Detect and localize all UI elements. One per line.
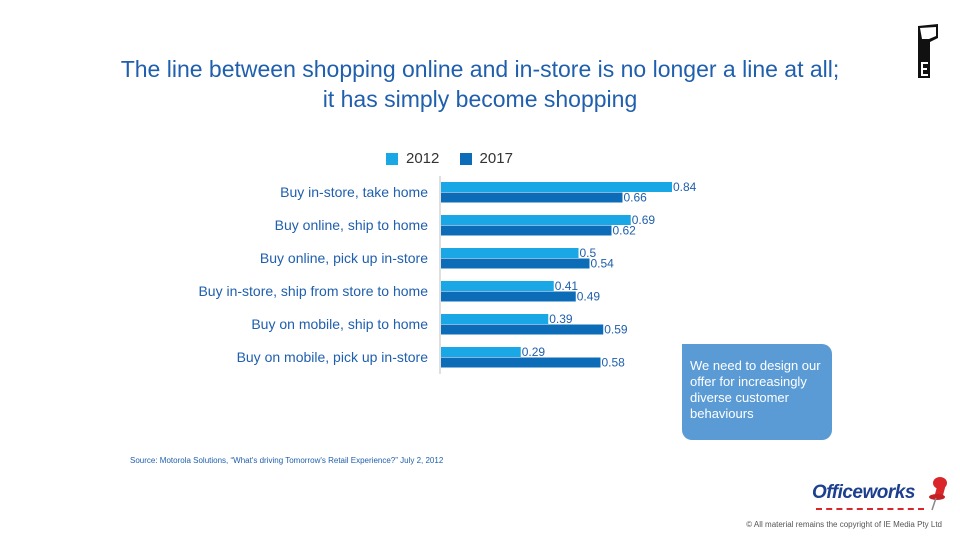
officeworks-logo-text: Officeworks <box>812 482 915 503</box>
bar-2017 <box>441 357 601 368</box>
category-label: Buy in-store, ship from store to home <box>198 283 428 299</box>
legend-item-2017: 2017 <box>459 150 513 167</box>
category-label: Buy online, ship to home <box>275 217 429 233</box>
callout-box: We need to design our offer for increasi… <box>682 344 832 440</box>
bar-2017 <box>441 192 623 203</box>
slide-title: The line between shopping online and in-… <box>40 54 920 114</box>
copyright-notice: © All material remains the copyright of … <box>746 520 942 529</box>
bar-2017 <box>441 225 612 236</box>
category-label: Buy online, pick up in-store <box>260 250 428 266</box>
bar-2017 <box>441 324 604 335</box>
legend-item-2012: 2012 <box>386 150 439 167</box>
data-label-2012: 0.84 <box>673 180 697 194</box>
bar-2012 <box>441 215 631 225</box>
bar-2012 <box>441 248 579 258</box>
bar-2012 <box>441 281 554 291</box>
data-label-2017: 0.62 <box>613 224 637 238</box>
data-label-2017: 0.66 <box>624 191 648 205</box>
data-label-2017: 0.58 <box>602 356 626 370</box>
bar-2012 <box>441 347 521 357</box>
bar-2017 <box>441 291 576 302</box>
legend-label-2017: 2017 <box>479 150 513 167</box>
title-line-2: it has simply become shopping <box>322 86 638 112</box>
title-line-1: The line between shopping online and in-… <box>120 56 840 82</box>
data-label-2012: 0.69 <box>632 213 656 227</box>
callout-text: We need to design our offer for increasi… <box>690 358 821 421</box>
data-label-2017: 0.54 <box>591 257 615 271</box>
category-label: Buy on mobile, pick up in-store <box>237 349 429 365</box>
bar-2017 <box>441 258 590 269</box>
data-label-2012: 0.29 <box>522 345 546 359</box>
category-label: Buy on mobile, ship to home <box>251 316 428 332</box>
source-note: Source: Motorola Solutions, “What's driv… <box>130 456 444 465</box>
chart-legend: 2012 2017 <box>386 150 529 169</box>
data-label-2017: 0.59 <box>604 323 628 337</box>
bar-2012 <box>441 182 672 192</box>
pushpin-icon <box>929 477 947 511</box>
data-label-2012: 0.39 <box>549 312 573 326</box>
ie-media-logo-icon <box>918 24 938 78</box>
legend-label-2012: 2012 <box>406 150 440 167</box>
officeworks-logo: Officeworks <box>812 477 952 514</box>
legend-swatch-2012 <box>386 152 398 165</box>
data-label-2012: 0.41 <box>555 279 579 293</box>
logo-dashed-line <box>816 508 924 510</box>
data-label-2012: 0.5 <box>580 246 597 260</box>
data-label-2017: 0.49 <box>577 290 601 304</box>
category-label: Buy in-store, take home <box>280 184 428 200</box>
legend-swatch-2017 <box>459 152 472 165</box>
bar-2012 <box>441 314 549 324</box>
